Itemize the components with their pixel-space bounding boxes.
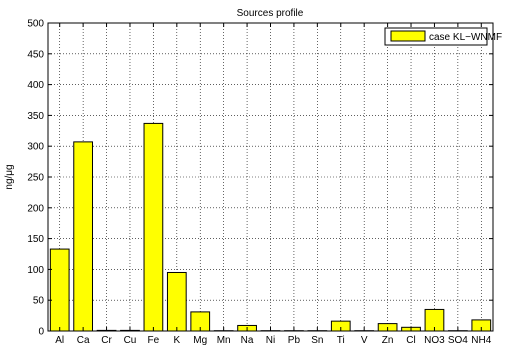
x-tick-label: Cr (101, 335, 112, 346)
y-tick-label: 200 (27, 203, 44, 214)
y-tick-label: 400 (27, 80, 44, 91)
x-tick-label: Ni (266, 335, 275, 346)
x-tick-label: V (361, 335, 368, 346)
x-tick-label: Al (55, 335, 64, 346)
x-tick-label: K (173, 335, 180, 346)
x-tick-label: Cl (406, 335, 415, 346)
y-tick-label: 500 (27, 19, 44, 30)
y-tick-label: 150 (27, 234, 44, 245)
legend-swatch (390, 30, 426, 42)
y-tick-label: 450 (27, 49, 44, 60)
y-tick-label: 0 (38, 327, 44, 338)
x-tick-label: Na (241, 335, 254, 346)
y-tick-label: 250 (27, 173, 44, 184)
y-tick-label: 350 (27, 111, 44, 122)
bar-ca (73, 141, 94, 332)
x-tick-label: SO4 (448, 335, 468, 346)
x-tick-label: Fe (148, 335, 160, 346)
bar-k (166, 271, 187, 332)
legend: case KL−WNMF (384, 27, 502, 46)
bar-al (49, 248, 70, 332)
x-tick-label: Mg (193, 335, 207, 346)
chart-title: Sources profile (237, 8, 304, 19)
y-tick-label: 100 (27, 265, 44, 276)
y-axis-label: ng/μg (4, 164, 15, 189)
y-tick-label: 50 (33, 296, 45, 307)
x-tick-label: NH4 (471, 335, 491, 346)
x-axis-ticks: Al Ca Cr Cu Fe K Mg Mn Na Ni Pb Sn Ti V Zn Cl NO3 SO4 NH4 (55, 23, 492, 346)
x-tick-label: Cu (124, 335, 137, 346)
x-tick-label: NO3 (424, 335, 445, 346)
x-tick-label: Pb (288, 335, 301, 346)
x-tick-label: Ca (77, 335, 90, 346)
x-tick-label: Ti (337, 335, 345, 346)
legend-label: case KL−WNMF (429, 32, 502, 43)
x-tick-label: Zn (382, 335, 394, 346)
y-axis-ticks: 0 50 100 150 200 250 300 350 400 450 500 (27, 19, 493, 338)
x-tick-label: Sn (311, 335, 323, 346)
x-tick-label: Mn (217, 335, 231, 346)
bar-fe (143, 122, 164, 332)
grid-lines (48, 23, 493, 331)
y-tick-label: 300 (27, 142, 44, 153)
